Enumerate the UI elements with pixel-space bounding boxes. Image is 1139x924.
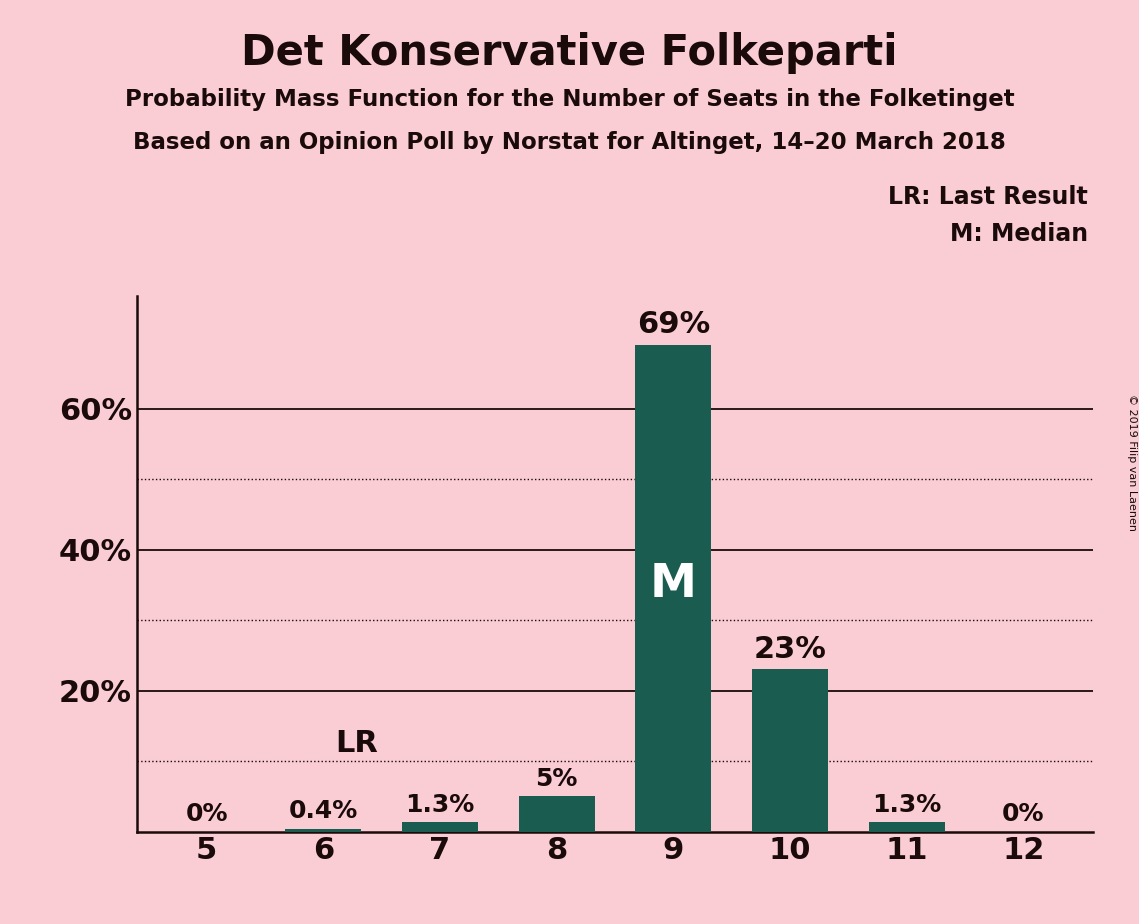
Text: 0%: 0% [186, 802, 228, 826]
Bar [402, 822, 478, 832]
Bar [869, 822, 944, 832]
Text: 5%: 5% [535, 767, 577, 791]
Text: 69%: 69% [637, 310, 710, 339]
Text: 23%: 23% [754, 635, 827, 663]
Bar [518, 796, 595, 832]
Text: M: Median: M: Median [950, 222, 1088, 246]
Text: 0.4%: 0.4% [289, 799, 358, 823]
Text: © 2019 Filip van Laenen: © 2019 Filip van Laenen [1126, 394, 1137, 530]
Bar [636, 345, 712, 832]
Text: Probability Mass Function for the Number of Seats in the Folketinget: Probability Mass Function for the Number… [124, 88, 1015, 111]
Text: 1.3%: 1.3% [405, 793, 475, 817]
Text: LR: LR [335, 728, 378, 758]
Text: LR: Last Result: LR: Last Result [888, 185, 1088, 209]
Bar [752, 669, 828, 832]
Text: M: M [650, 563, 697, 607]
Text: Based on an Opinion Poll by Norstat for Altinget, 14–20 March 2018: Based on an Opinion Poll by Norstat for … [133, 131, 1006, 154]
Text: 0%: 0% [1002, 802, 1044, 826]
Text: Det Konservative Folkeparti: Det Konservative Folkeparti [241, 32, 898, 74]
Text: 1.3%: 1.3% [872, 793, 941, 817]
Bar [286, 829, 361, 832]
